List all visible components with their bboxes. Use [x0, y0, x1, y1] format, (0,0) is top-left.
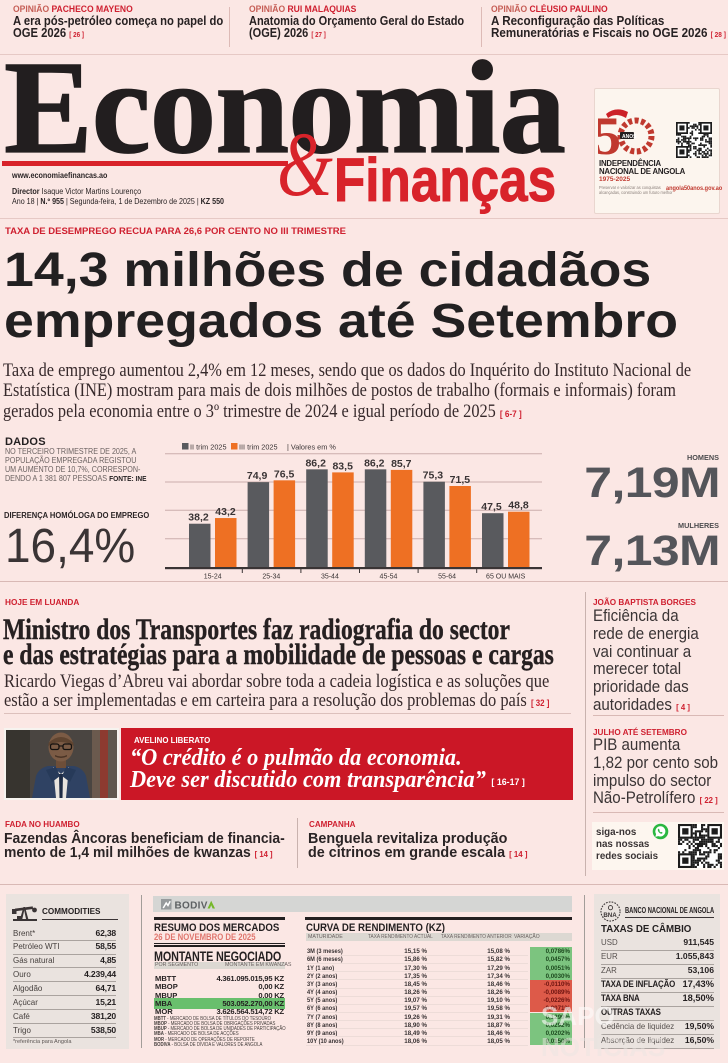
svg-text:BNA: BNA: [603, 912, 617, 919]
svg-text:25-34: 25-34: [262, 574, 280, 581]
svg-text:45-54: 45-54: [380, 574, 398, 581]
svg-text:75,3: 75,3: [423, 470, 444, 482]
svg-text:86,2: 86,2: [305, 457, 326, 469]
svg-text:86,2: 86,2: [364, 457, 385, 469]
svg-text:II trim 2025: II trim 2025: [190, 443, 227, 452]
svg-text:74,9: 74,9: [247, 470, 268, 482]
svg-text:65 OU MAIS: 65 OU MAIS: [486, 574, 526, 581]
svg-text:BODIV: BODIV: [175, 900, 208, 910]
svg-text:5: 5: [598, 108, 621, 160]
svg-text:38,2: 38,2: [188, 512, 209, 524]
svg-text:III trim 2025: III trim 2025: [239, 443, 278, 452]
svg-text:35-44: 35-44: [321, 574, 339, 581]
svg-text:43,2: 43,2: [215, 506, 236, 518]
svg-text:| Valores em %: | Valores em %: [287, 443, 336, 452]
svg-text:55-64: 55-64: [438, 574, 456, 581]
svg-text:15-24: 15-24: [204, 574, 222, 581]
svg-text:71,5: 71,5: [450, 474, 471, 486]
svg-text:ANOS: ANOS: [622, 134, 637, 140]
svg-text:76,5: 76,5: [274, 468, 295, 480]
svg-text:85,7: 85,7: [391, 458, 412, 470]
svg-text:48,8: 48,8: [508, 500, 529, 512]
svg-text:83,5: 83,5: [332, 460, 353, 472]
svg-text:47,5: 47,5: [481, 501, 502, 513]
